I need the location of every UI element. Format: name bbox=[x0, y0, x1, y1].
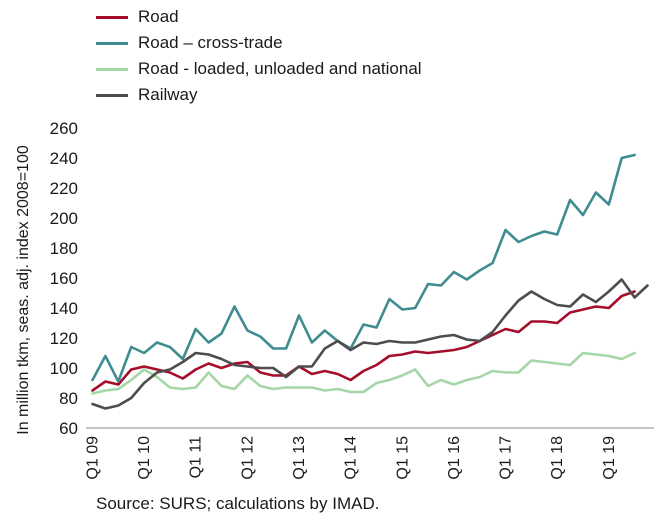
source-note: Source: SURS; calculations by IMAD. bbox=[96, 494, 380, 513]
x-tick-label: Q1 13 bbox=[291, 436, 308, 480]
y-tick-label: 140 bbox=[50, 299, 78, 318]
x-tick-label: Q1 10 bbox=[136, 436, 153, 480]
legend-label-road-cross-trade: Road – cross-trade bbox=[138, 33, 283, 52]
legend-item-road-loaded: Road - loaded, unloaded and national bbox=[96, 56, 422, 82]
y-tick-label: 200 bbox=[50, 209, 78, 228]
y-tick-label: 80 bbox=[59, 389, 78, 408]
y-tick-label: 240 bbox=[50, 149, 78, 168]
y-tick-label: 260 bbox=[50, 119, 78, 138]
y-tick-label: 100 bbox=[50, 359, 78, 378]
series-lines bbox=[91, 153, 649, 410]
x-tick-label: Q1 14 bbox=[343, 436, 360, 480]
x-tick-label: Q1 18 bbox=[549, 436, 566, 480]
y-tick-label: 180 bbox=[50, 239, 78, 258]
legend-swatch-railway bbox=[96, 93, 128, 97]
x-tick-label: Q1 11 bbox=[188, 436, 205, 479]
legend-swatch-road-cross-trade bbox=[96, 41, 128, 45]
x-tick-label: Q1 16 bbox=[446, 436, 463, 480]
x-tick-label: Q1 09 bbox=[84, 436, 101, 480]
legend-label-road-loaded: Road - loaded, unloaded and national bbox=[138, 59, 422, 78]
series-line-railway bbox=[91, 278, 649, 410]
legend-label-railway: Railway bbox=[138, 85, 198, 104]
series-line-road bbox=[91, 290, 636, 392]
x-tick-label: Q1 15 bbox=[394, 436, 411, 480]
y-tick-label: 220 bbox=[50, 179, 78, 198]
legend-item-road-cross-trade: Road – cross-trade bbox=[96, 30, 422, 56]
legend-swatch-road-loaded bbox=[96, 67, 128, 71]
axes: 60 80 100 120 140 160 180 200 220 240 260 Q1 09 Q1 1… bbox=[50, 119, 654, 480]
legend-swatch-road bbox=[96, 15, 128, 19]
y-axis-title: In million tkm, seas. adj. index 2008=10… bbox=[15, 145, 32, 435]
legend-item-railway: Railway bbox=[96, 82, 422, 108]
y-tick-label: 160 bbox=[50, 269, 78, 288]
y-tick-label: 60 bbox=[59, 419, 78, 438]
series-line-road-cross-trade bbox=[91, 153, 636, 383]
x-tick-label: Q1 19 bbox=[601, 436, 618, 480]
y-tick-label: 120 bbox=[50, 329, 78, 348]
series-line-road-loaded-unloaded-and-national bbox=[91, 351, 636, 395]
legend-label-road: Road bbox=[138, 7, 179, 26]
x-tick-label: Q1 12 bbox=[239, 436, 256, 480]
x-tick-label: Q1 17 bbox=[498, 436, 515, 480]
legend-item-road: Road bbox=[96, 4, 422, 30]
legend: Road Road – cross-trade Road - loaded, u… bbox=[96, 4, 422, 108]
